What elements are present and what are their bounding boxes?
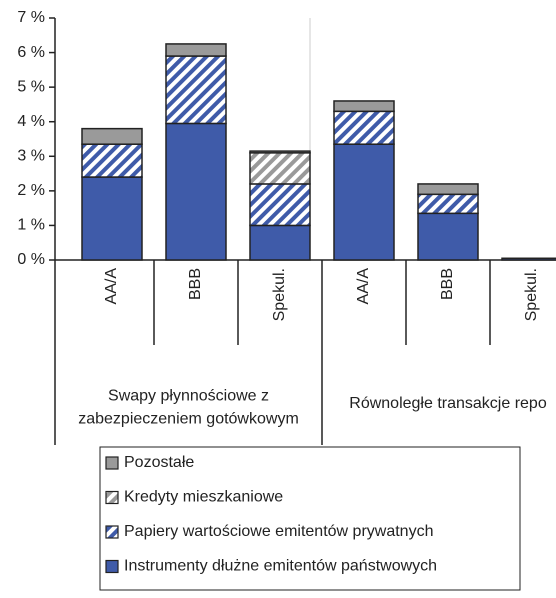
bar-segment [81,176,143,261]
bar-segment [333,110,395,145]
bar-segment [165,122,227,261]
y-tick-label: 4 % [17,113,45,130]
y-tick-label: 7 % [17,9,45,26]
bar-segment [249,150,311,154]
legend-label: Pozostałe [124,454,194,471]
bar-segment [165,55,227,125]
x-tick-label: Spekul. [523,268,540,321]
bar-segment [165,43,227,57]
group-label: Swapy płynnościowe z zabezpieczeniem gotó… [78,388,299,428]
y-tick-label: 2 % [17,182,45,199]
x-tick-label: Spekul. [271,268,288,321]
bar-segment [333,143,395,261]
x-tick-label: BBB [439,268,456,300]
bar-segment [333,100,395,113]
y-tick-label: 0 % [17,251,45,268]
y-tick-label: 1 % [17,217,45,234]
x-tick-label: BBB [187,268,204,300]
legend-label: Instrumenty dłużne emitentów państwowych [124,558,437,575]
y-tick-label: 6 % [17,44,45,61]
bar-segment [81,127,143,145]
bar-segment [501,257,556,261]
y-tick-label: 5 % [17,78,45,95]
x-tick-label: AA/A [355,268,372,305]
legend-label: Papiery wartościowe emitentów prywatnych [124,523,433,540]
y-tick-label: 3 % [17,148,45,165]
x-tick-label: AA/A [103,268,120,305]
bar-segment [417,183,479,196]
legend-box [99,446,521,591]
bar-segment [249,152,311,185]
bar-segment [417,212,479,261]
group-label: Równoległe transakcje repo [349,395,547,412]
legend-swatch [105,456,119,470]
bar-segment [249,224,311,261]
bar-segment [417,193,479,215]
legend-swatch [105,525,119,539]
legend-swatch [105,490,119,505]
legend-label: Kredyty mieszkaniowe [124,489,283,506]
bar-segment [81,143,143,178]
bar-segment [249,183,311,227]
legend-swatch [105,559,119,574]
